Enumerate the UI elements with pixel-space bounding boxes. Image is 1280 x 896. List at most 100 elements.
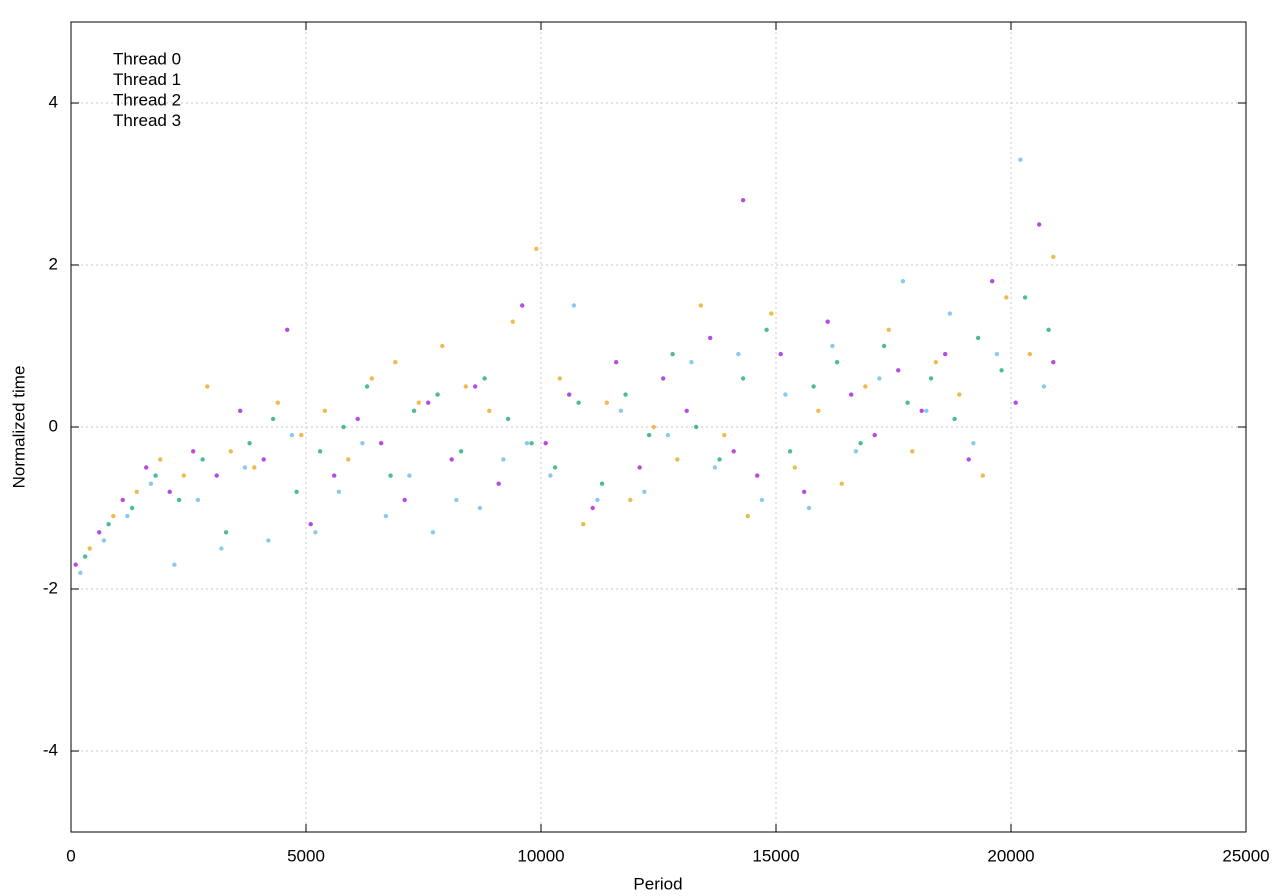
point: [731, 449, 736, 454]
point: [111, 513, 116, 519]
point: [947, 311, 953, 316]
x-tick-label: 20000: [987, 846, 1034, 865]
point: [82, 554, 88, 559]
x-tick-label: 25000: [1222, 846, 1269, 865]
point: [529, 441, 534, 446]
point: [853, 449, 859, 454]
y-tick-label: -2: [43, 578, 58, 597]
point: [524, 441, 530, 446]
point: [769, 311, 774, 316]
point: [313, 530, 318, 535]
point: [990, 279, 995, 284]
point: [618, 408, 624, 413]
point: [228, 449, 233, 454]
point: [557, 376, 562, 381]
x-tick-label: 10000: [517, 846, 564, 865]
point: [637, 465, 642, 470]
point: [787, 449, 793, 454]
point: [740, 376, 746, 381]
point: [567, 392, 572, 397]
y-tick-label: 4: [49, 92, 58, 111]
point: [134, 489, 139, 494]
point: [825, 319, 830, 324]
point: [858, 441, 863, 446]
point: [332, 473, 337, 478]
point: [407, 473, 412, 478]
point: [722, 432, 727, 438]
x-axis-label: Period: [633, 874, 682, 893]
point: [176, 497, 182, 503]
point: [416, 400, 421, 405]
point: [872, 432, 877, 438]
point: [783, 392, 788, 397]
point: [943, 351, 948, 357]
point: [411, 408, 417, 413]
point: [322, 408, 327, 413]
point: [999, 368, 1004, 373]
point: [205, 384, 210, 389]
point: [383, 513, 389, 519]
point: [759, 497, 765, 503]
x-tick-label: 0: [66, 846, 75, 865]
point: [919, 408, 924, 413]
point: [745, 513, 750, 519]
point: [623, 392, 628, 397]
point: [646, 432, 652, 438]
y-axis-label: Normalized time: [9, 366, 28, 489]
point: [839, 481, 844, 486]
x-tick-label: 15000: [752, 846, 799, 865]
legend-label: Thread 0: [113, 49, 181, 68]
point: [928, 376, 934, 381]
point: [487, 408, 492, 413]
point: [595, 497, 600, 503]
point: [740, 198, 746, 203]
point: [294, 489, 299, 494]
point: [242, 465, 248, 470]
point: [736, 351, 741, 357]
legend-label: Thread 1: [113, 70, 181, 89]
point: [125, 513, 130, 519]
point: [980, 473, 985, 478]
point: [571, 303, 577, 308]
point: [510, 319, 515, 324]
point: [336, 489, 342, 494]
point: [708, 335, 713, 341]
point: [1051, 360, 1056, 365]
point: [863, 384, 868, 389]
point: [675, 457, 680, 462]
point: [299, 432, 304, 438]
point: [1037, 222, 1042, 227]
point: [473, 384, 478, 389]
point: [778, 351, 783, 357]
point: [505, 416, 511, 422]
point: [816, 408, 821, 413]
point: [994, 351, 1000, 357]
point: [106, 522, 111, 527]
point: [520, 303, 525, 308]
point: [975, 335, 981, 341]
point: [830, 343, 835, 349]
point: [792, 465, 797, 470]
point: [966, 457, 971, 462]
point: [552, 465, 558, 470]
point: [317, 449, 323, 454]
point: [548, 473, 553, 478]
series: [82, 295, 1051, 559]
point: [430, 530, 436, 535]
point: [379, 441, 384, 446]
y-tick-label: -4: [43, 740, 58, 759]
point: [355, 416, 360, 422]
point: [247, 441, 252, 446]
point: [477, 505, 483, 511]
point: [661, 376, 666, 381]
point: [449, 457, 454, 462]
point: [933, 360, 938, 365]
point: [458, 449, 464, 454]
point: [957, 392, 962, 397]
point: [755, 473, 760, 478]
point: [78, 570, 83, 575]
point: [144, 465, 149, 470]
point: [1004, 295, 1009, 300]
series: [78, 157, 1047, 575]
point: [905, 400, 910, 405]
